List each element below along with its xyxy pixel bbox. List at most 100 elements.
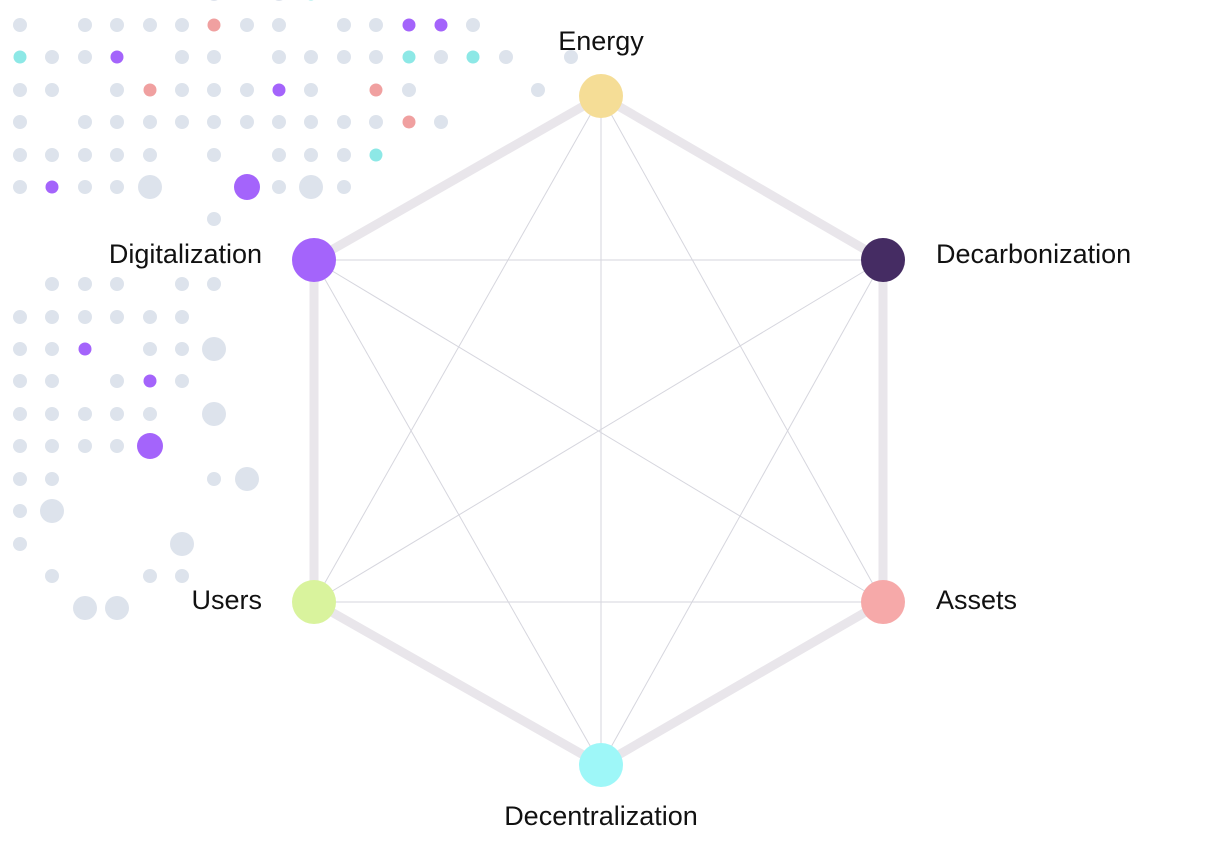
dot bbox=[13, 537, 27, 551]
node bbox=[292, 580, 336, 624]
dot bbox=[110, 277, 124, 291]
dot bbox=[45, 569, 59, 583]
dot bbox=[110, 310, 124, 324]
dot bbox=[272, 180, 286, 194]
dot bbox=[45, 407, 59, 421]
connector bbox=[313, 259, 602, 766]
dot bbox=[143, 374, 157, 388]
dot bbox=[78, 148, 92, 162]
dot bbox=[272, 115, 286, 129]
dot bbox=[207, 277, 221, 291]
dot bbox=[175, 83, 189, 97]
dot bbox=[240, 115, 254, 129]
dot bbox=[143, 569, 157, 583]
hexagon-edge bbox=[309, 597, 606, 770]
dot bbox=[337, 18, 351, 32]
dot bbox=[78, 439, 92, 453]
dot bbox=[207, 472, 221, 486]
dot bbox=[78, 277, 92, 291]
dot bbox=[138, 175, 162, 199]
dot bbox=[175, 277, 189, 291]
hexagon-edge bbox=[309, 91, 606, 265]
dot bbox=[369, 115, 383, 129]
dot bbox=[207, 148, 221, 162]
dot bbox=[175, 50, 189, 64]
dot bbox=[13, 180, 27, 194]
dot bbox=[13, 504, 27, 518]
dot bbox=[369, 18, 383, 32]
dot bbox=[13, 115, 27, 129]
dot bbox=[235, 467, 259, 491]
dot bbox=[207, 212, 221, 226]
dot bbox=[175, 115, 189, 129]
dot bbox=[13, 374, 27, 388]
dot bbox=[45, 277, 59, 291]
node bbox=[292, 238, 336, 282]
node bbox=[579, 743, 623, 787]
dot bbox=[45, 148, 59, 162]
dot bbox=[434, 18, 448, 32]
connector bbox=[313, 259, 884, 603]
dot bbox=[78, 115, 92, 129]
nodes: Energy Decarbonization Assets Decentralizat… bbox=[109, 26, 1131, 831]
dot bbox=[337, 148, 351, 162]
dot bbox=[369, 50, 383, 64]
dot bbox=[202, 402, 226, 426]
dot bbox=[337, 50, 351, 64]
dot bbox=[337, 180, 351, 194]
dot bbox=[13, 18, 27, 32]
node-label: Decarbonization bbox=[936, 239, 1131, 269]
node bbox=[861, 238, 905, 282]
dot bbox=[234, 174, 260, 200]
dot bbox=[434, 50, 448, 64]
hexagon-edge bbox=[596, 597, 888, 770]
dot bbox=[13, 407, 27, 421]
node-label: Assets bbox=[936, 585, 1017, 615]
hexagon-edge bbox=[596, 91, 888, 265]
connector bbox=[600, 259, 884, 766]
dot bbox=[304, 115, 318, 129]
dot bbox=[110, 50, 124, 64]
dot bbox=[466, 18, 480, 32]
dot bbox=[207, 115, 221, 129]
dot bbox=[434, 115, 448, 129]
dot bbox=[78, 407, 92, 421]
dot bbox=[299, 175, 323, 199]
dot bbox=[143, 407, 157, 421]
dot bbox=[337, 115, 351, 129]
edges bbox=[309, 91, 888, 770]
dot bbox=[13, 83, 27, 97]
dot bbox=[275, 0, 283, 1]
dot bbox=[402, 50, 416, 64]
dot bbox=[240, 18, 254, 32]
dot bbox=[45, 439, 59, 453]
dot bbox=[272, 83, 286, 97]
dot bbox=[402, 115, 416, 129]
dot bbox=[402, 18, 416, 32]
dot bbox=[143, 148, 157, 162]
connector bbox=[313, 95, 602, 603]
dot bbox=[45, 83, 59, 97]
dot bbox=[110, 148, 124, 162]
dot bbox=[13, 439, 27, 453]
node bbox=[861, 580, 905, 624]
dot bbox=[207, 18, 221, 32]
dot bbox=[308, 0, 314, 1]
dot bbox=[175, 569, 189, 583]
dot bbox=[13, 342, 27, 356]
dot bbox=[45, 180, 59, 194]
dot bbox=[304, 83, 318, 97]
dot bbox=[110, 18, 124, 32]
dot bbox=[13, 50, 27, 64]
dot bbox=[272, 18, 286, 32]
dot bbox=[137, 433, 163, 459]
node-label: Energy bbox=[558, 26, 644, 56]
node-label: Users bbox=[191, 585, 262, 615]
dot bbox=[304, 148, 318, 162]
dot bbox=[304, 50, 318, 64]
dot bbox=[175, 18, 189, 32]
dot bbox=[202, 337, 226, 361]
dot bbox=[78, 18, 92, 32]
dot bbox=[499, 50, 513, 64]
node-label: Decentralization bbox=[504, 801, 698, 831]
